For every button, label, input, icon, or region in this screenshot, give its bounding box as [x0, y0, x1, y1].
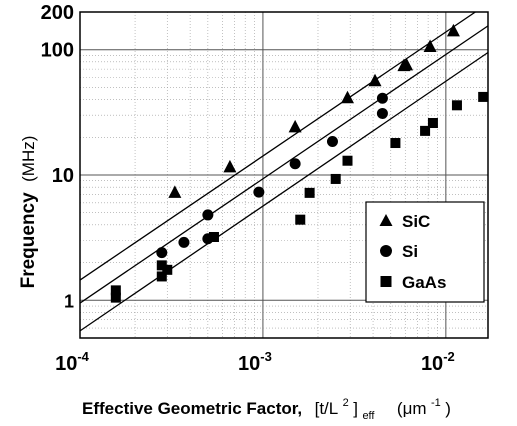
legend-item-sic: SiC: [379, 212, 430, 231]
point-gaas: [478, 91, 488, 102]
x-tick-label: 10-4: [55, 349, 90, 375]
point-gaas: [156, 271, 167, 282]
x-axis-sup: 2: [343, 397, 349, 409]
fit-line-sic: [80, 12, 476, 281]
point-sic: [168, 185, 182, 198]
y-tick-label: 100: [41, 40, 74, 62]
point-sic: [400, 57, 414, 71]
x-tick-label: 10-3: [238, 349, 272, 375]
x-axis-unit-sup: -1: [431, 397, 441, 409]
x-axis-label-main: Effective Geometric Factor,: [82, 399, 302, 418]
point-sic: [423, 39, 437, 53]
point-sic: [368, 73, 382, 87]
y-axis-label-main: Frequency: [18, 192, 39, 289]
y-axis-label: Frequency (MHz): [18, 136, 39, 289]
point-gaas: [156, 260, 167, 271]
fit-lines: [80, 12, 488, 332]
y-tick-label: 1: [64, 291, 74, 311]
point-gaas: [427, 118, 438, 129]
point-si: [253, 186, 265, 198]
point-gaas: [330, 173, 341, 184]
x-axis-unit-open: (μm: [397, 399, 427, 418]
y-axis-label-unit: (MHz): [19, 136, 38, 182]
point-gaas: [162, 264, 173, 275]
point-si: [156, 247, 168, 259]
point-si: [376, 107, 388, 119]
x-axis-label: Effective Geometric Factor, [t/L 2 ] eff…: [82, 393, 451, 423]
legend: SiC Si GaAs: [365, 201, 485, 303]
point-si: [376, 92, 388, 104]
point-gaas: [304, 187, 315, 198]
point-sic: [223, 159, 237, 173]
legend-item-gaas: GaAs: [380, 273, 446, 292]
x-axis-sub: eff: [362, 410, 375, 422]
legend-label-si: Si: [402, 242, 418, 261]
x-axis-bracket-close: ]: [353, 399, 358, 418]
point-gaas: [110, 292, 121, 303]
point-si: [289, 158, 301, 170]
point-sic: [288, 119, 302, 133]
axis-ticks: 1 10 100 200 10-4 10-3 10-2: [41, 2, 455, 375]
legend-label-gaas: GaAs: [402, 273, 446, 292]
data-points: [110, 23, 488, 303]
legend-label-sic: SiC: [402, 212, 430, 231]
plot-frame: [79, 11, 489, 339]
fit-line-gaas: [80, 51, 488, 332]
point-gaas: [295, 214, 306, 225]
point-sic: [446, 23, 460, 37]
x-axis-unit-close: ): [445, 399, 451, 418]
legend-circle-icon: [380, 245, 392, 257]
fit-line-si: [80, 25, 488, 304]
point-gaas: [342, 155, 353, 166]
legend-item-si: Si: [380, 242, 418, 261]
legend-square-icon: [380, 276, 392, 287]
point-si: [202, 209, 214, 221]
point-sic: [341, 90, 355, 104]
point-gaas: [451, 100, 462, 111]
point-si: [178, 236, 190, 248]
point-gaas: [420, 125, 431, 136]
x-tick-label: 10-2: [421, 349, 455, 375]
point-si: [326, 136, 338, 148]
y-tick-label: 200: [41, 2, 74, 24]
legend-triangle-icon: [379, 214, 393, 226]
y-tick-label: 10: [52, 165, 74, 187]
point-gaas: [208, 231, 219, 242]
x-axis-bracket-open: [t/L: [315, 399, 339, 418]
point-gaas: [110, 285, 121, 296]
point-gaas: [390, 138, 401, 149]
